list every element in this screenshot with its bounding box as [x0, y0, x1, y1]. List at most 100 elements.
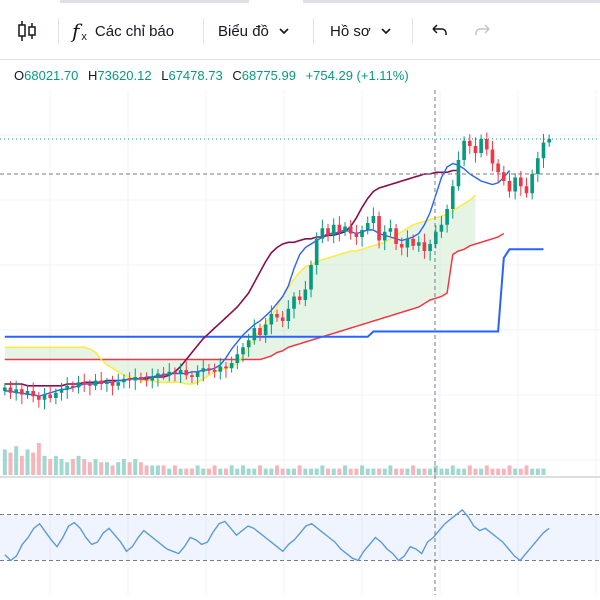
volume-bar [450, 465, 455, 475]
chart-menu-label: Biểu đồ [218, 22, 269, 40]
volume-bar [263, 468, 268, 475]
volume-bar [530, 468, 535, 475]
candle-body [433, 231, 438, 244]
candle-body [127, 378, 132, 381]
candle-body [394, 228, 398, 244]
candle-body [133, 377, 138, 381]
volume-bar [121, 459, 126, 475]
candle-body [212, 370, 217, 372]
candle-body [269, 314, 274, 325]
candle-body [399, 244, 404, 248]
profile-menu-button[interactable]: Hồ sơ [330, 14, 393, 48]
redo-button[interactable] [472, 14, 494, 48]
volume-bar [360, 465, 365, 475]
candle-body [144, 378, 149, 381]
volume-bar [286, 468, 291, 475]
price-chart[interactable] [0, 90, 600, 600]
volume-bar [155, 465, 160, 475]
chart-menu-button[interactable]: Biểu đồ [218, 14, 291, 48]
volume-bar [513, 468, 518, 475]
function-icon-subscript: x [81, 31, 87, 43]
candle-body [536, 158, 540, 174]
low-key: L [161, 68, 169, 83]
candle-body [405, 238, 410, 248]
volume-bar [297, 465, 302, 475]
volume-bar [422, 468, 427, 475]
candle-body [439, 224, 444, 232]
candle-body [88, 384, 92, 386]
volume-bar [541, 468, 546, 475]
volume-bar [70, 459, 75, 475]
volume-bar [428, 468, 433, 475]
volume-bar [59, 459, 64, 475]
low-value: 67478.73 [168, 68, 223, 83]
volume-bar [110, 465, 115, 475]
indicators-label: Các chỉ báo [94, 22, 175, 40]
candles-icon[interactable] [14, 14, 40, 48]
volume-bar [467, 465, 472, 475]
candle-body [178, 370, 183, 374]
volume-bar [138, 462, 143, 475]
candle-body [201, 368, 206, 372]
candle-body [93, 380, 98, 386]
candle-body [547, 139, 551, 143]
volume-bar [48, 459, 53, 475]
leading-span-b-line [4, 232, 505, 361]
toolbar-divider [203, 18, 204, 44]
volume-bar [195, 465, 200, 475]
volume-bar [184, 468, 189, 475]
candle-body [326, 228, 330, 236]
candle-body [54, 392, 58, 398]
volume-bar [269, 468, 274, 475]
candle-body [331, 224, 336, 236]
volume-bar [235, 468, 240, 475]
volume-bar [348, 468, 353, 475]
volume-bar [258, 465, 262, 475]
toolbar-divider [58, 18, 59, 44]
volume-bar [292, 468, 296, 475]
volume-bar [218, 468, 223, 475]
volume-bar [479, 468, 484, 475]
candle-body [20, 389, 24, 395]
candle-body [309, 265, 313, 290]
ohlc-legend: O68021.70 H73620.12 L67478.73 C68775.99 … [14, 68, 409, 83]
candle-body [31, 391, 35, 397]
volume-bar [399, 468, 404, 475]
volume-bar [172, 465, 177, 475]
candle-body [337, 224, 342, 232]
close-value: 68775.99 [241, 68, 296, 83]
volume-bar [433, 465, 438, 475]
volume-bar [178, 468, 183, 475]
volume-bar [331, 468, 336, 475]
candle-body [235, 354, 240, 363]
candle-body [25, 391, 30, 395]
candle-body [371, 216, 376, 223]
volume-bar [76, 455, 81, 475]
undo-button[interactable] [428, 14, 450, 48]
undo-icon [432, 24, 447, 35]
volume-bar [456, 468, 461, 475]
candle-body [195, 371, 200, 377]
volume-bar [388, 465, 393, 475]
volume-bar [144, 465, 149, 475]
volume-bar [354, 468, 359, 475]
candle-body [218, 366, 223, 372]
volume-bar [167, 468, 172, 475]
volume-bar [201, 468, 206, 475]
volume-bar [445, 468, 450, 475]
volume-bar [411, 465, 416, 475]
indicators-button[interactable]: f x Các chỉ báo [72, 14, 174, 48]
volume-bar [326, 468, 331, 475]
candle-body [343, 226, 347, 232]
candle-body [48, 394, 53, 398]
toolbar-divider [412, 18, 413, 44]
profile-menu-label: Hồ sơ [330, 22, 371, 40]
candle-body [422, 242, 427, 251]
volume-bar [240, 465, 245, 475]
candle-body [42, 394, 47, 400]
candle-body [263, 324, 268, 335]
candle-body [280, 317, 285, 321]
candle-body [116, 382, 121, 386]
toolbar-divider [313, 18, 314, 44]
candle-body [382, 231, 387, 241]
